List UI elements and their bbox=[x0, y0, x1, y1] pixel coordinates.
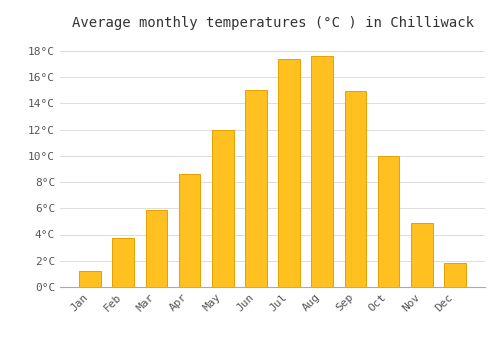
Bar bbox=[245, 90, 266, 287]
Bar bbox=[344, 91, 366, 287]
Bar bbox=[212, 130, 234, 287]
Bar bbox=[444, 263, 466, 287]
Bar bbox=[179, 174, 201, 287]
Bar bbox=[411, 223, 432, 287]
Bar bbox=[80, 271, 101, 287]
Title: Average monthly temperatures (°C ) in Chilliwack: Average monthly temperatures (°C ) in Ch… bbox=[72, 16, 473, 30]
Bar bbox=[146, 210, 167, 287]
Bar bbox=[312, 56, 333, 287]
Bar bbox=[378, 156, 400, 287]
Bar bbox=[112, 238, 134, 287]
Bar bbox=[278, 58, 300, 287]
